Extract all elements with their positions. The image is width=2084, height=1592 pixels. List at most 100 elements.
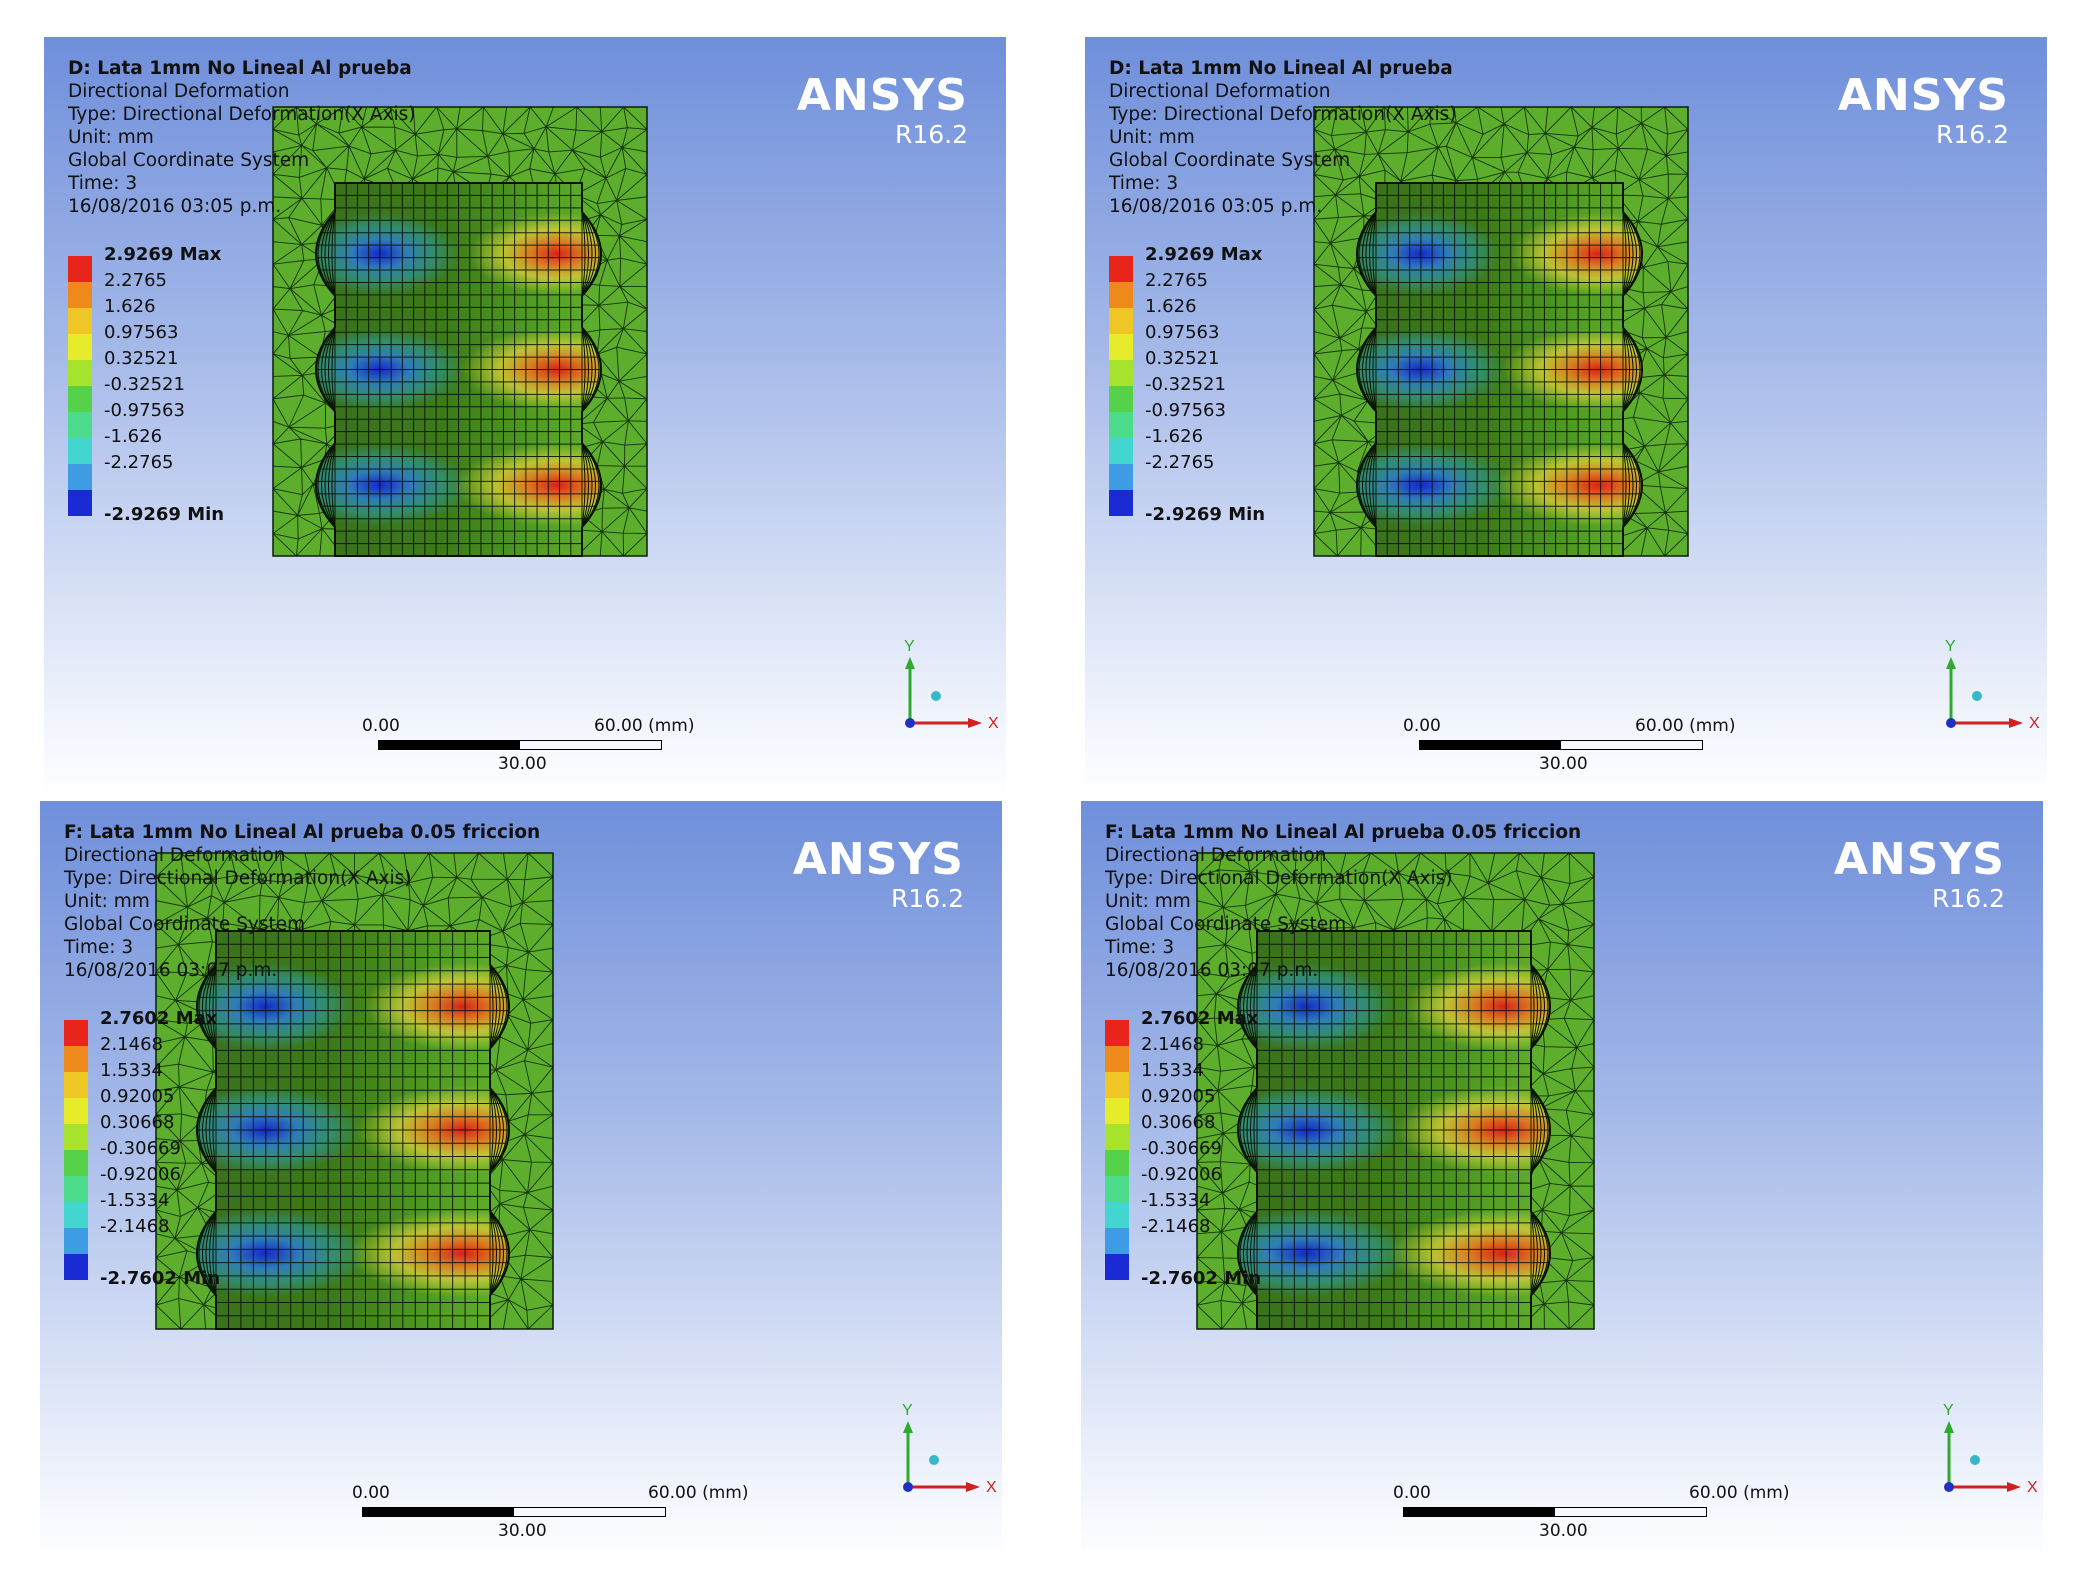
legend-row: 0.30668 [64, 1112, 264, 1150]
result-info-4: F: Lata 1mm No Lineal Al prueba 0.05 fri… [1105, 821, 1581, 982]
legend-swatch [1109, 438, 1133, 464]
legend-swatch [1105, 1098, 1129, 1124]
legend-row: 0.92005 [64, 1086, 264, 1124]
legend-value: 1.626 [1145, 296, 1197, 317]
can-body [1238, 931, 1550, 1329]
result-viewport-3[interactable]: F: Lata 1mm No Lineal Al prueba 0.05 fri… [40, 801, 1002, 1561]
legend-value: 0.30668 [100, 1112, 175, 1133]
axis-triad[interactable]: Y X [1935, 637, 2045, 737]
y-axis-arrow [1944, 1421, 1954, 1433]
x-axis-arrow [966, 1482, 980, 1492]
legend-value: -1.626 [104, 426, 163, 447]
legend-swatch [68, 334, 92, 360]
legend-row: -2.9269 Min [1109, 490, 1309, 525]
legend-value: 0.92005 [1141, 1086, 1216, 1107]
legend-value: -0.92006 [1141, 1164, 1222, 1185]
legend-value: -2.1468 [1141, 1216, 1211, 1237]
axis-triad[interactable]: Y X [894, 637, 1004, 737]
legend-row: -0.32521 [68, 374, 268, 412]
legend-value: 0.32521 [1145, 348, 1220, 369]
legend-swatch [68, 412, 92, 438]
result-type: Type: Directional Deformation(X Axis) [1109, 104, 1457, 125]
deformation-model-3[interactable] [40, 801, 1002, 1561]
x-axis-arrow [968, 718, 982, 728]
y-axis-arrow [903, 1421, 913, 1433]
legend-min-label: -2.7602 Min [1141, 1268, 1262, 1289]
legend-swatch [64, 1020, 88, 1046]
legend-swatch [68, 308, 92, 334]
result-type: Type: Directional Deformation(X Axis) [68, 104, 416, 125]
result-info-3: F: Lata 1mm No Lineal Al prueba 0.05 fri… [64, 821, 540, 982]
can-body [1357, 183, 1642, 556]
result-time: Time: 3 [68, 173, 138, 194]
legend-swatch [1109, 412, 1133, 438]
legend-value: 2.2765 [1145, 270, 1208, 291]
result-time: Time: 3 [1105, 937, 1175, 958]
legend-value: 1.5334 [100, 1060, 163, 1081]
legend-swatch [1109, 464, 1133, 490]
legend-row: -0.97563 [68, 400, 268, 438]
legend-row: -0.30669 [1105, 1138, 1305, 1176]
legend-value: -0.30669 [100, 1138, 181, 1159]
legend-min-label: -2.9269 Min [104, 504, 225, 525]
legend-swatch [64, 1176, 88, 1202]
legend-value: 0.32521 [104, 348, 179, 369]
result-type: Type: Directional Deformation(X Axis) [64, 868, 412, 889]
scale-bar: 0.00 60.00 (mm) 30.00 [362, 716, 694, 776]
legend-swatch [64, 1254, 88, 1280]
legend-row: 2.7602 Max [64, 1008, 264, 1046]
legend-value: 2.1468 [100, 1034, 163, 1055]
brand-name: ANSYS [1837, 70, 2009, 121]
legend-value: -1.5334 [100, 1190, 170, 1211]
x-axis-label: X [2029, 715, 2040, 732]
legend-swatch [1105, 1176, 1129, 1202]
legend-row: -1.626 [68, 426, 268, 464]
legend-row: -1.626 [1109, 426, 1309, 464]
legend-swatch [1109, 308, 1133, 334]
legend-row: 1.626 [1109, 296, 1309, 334]
y-axis-arrow [1946, 657, 1956, 669]
result-viewport-2[interactable]: D: Lata 1mm No Lineal Al prueba Directio… [1085, 37, 2047, 797]
legend-max-label: 2.9269 Max [1145, 244, 1263, 265]
legend-value: -0.97563 [1145, 400, 1226, 421]
z-axis-dot [905, 718, 915, 728]
ansys-logo: ANSYS R16.2 [1834, 837, 2005, 913]
legend-swatch [68, 282, 92, 308]
legend-row: 0.97563 [68, 322, 268, 360]
scale-bar-fill [363, 1508, 514, 1516]
x-axis-arrow [2007, 1482, 2021, 1492]
legend-row: -1.5334 [64, 1190, 264, 1228]
legend-row: -0.92006 [1105, 1164, 1305, 1202]
legend-swatch [68, 438, 92, 464]
color-legend: 2.7602 Max 2.1468 1.5334 0.92005 0.30668… [64, 1008, 264, 1289]
deformation-model-2[interactable] [1085, 37, 2047, 797]
x-axis-label: X [986, 1479, 997, 1496]
can-body [316, 183, 601, 556]
analysis-title: D: Lata 1mm No Lineal Al prueba [68, 58, 412, 79]
deformation-model-1[interactable] [44, 37, 1006, 797]
deformation-model-4[interactable] [1081, 801, 2043, 1561]
version-label: R16.2 [894, 120, 968, 149]
result-date: 16/08/2016 03:07 p.m. [64, 960, 278, 981]
legend-row: 2.1468 [1105, 1034, 1305, 1072]
scale-mid-label: 30.00 [498, 754, 547, 774]
result-viewport-1[interactable]: D: Lata 1mm No Lineal Al prueba Directio… [44, 37, 1006, 797]
legend-swatch [1105, 1046, 1129, 1072]
legend-value: 0.97563 [104, 322, 179, 343]
axis-triad[interactable]: Y X [1933, 1401, 2043, 1501]
coordinate-system: Global Coordinate System [1105, 914, 1347, 935]
legend-swatch [64, 1072, 88, 1098]
result-viewport-4[interactable]: F: Lata 1mm No Lineal Al prueba 0.05 fri… [1081, 801, 2043, 1561]
version-label: R16.2 [1935, 120, 2009, 149]
x-axis-label: X [988, 715, 999, 732]
axis-triad[interactable]: Y X [892, 1401, 1002, 1501]
scale-start-label: 0.00 [352, 1483, 390, 1503]
y-axis-label: Y [1945, 638, 1956, 655]
legend-max-label: 2.9269 Max [104, 244, 222, 265]
view-indicator [1970, 1455, 1980, 1465]
legend-value: -0.92006 [100, 1164, 181, 1185]
scale-bar-graphic [362, 1507, 666, 1517]
scale-end-label: 60.00 (mm) [594, 716, 695, 736]
legend-value: -2.2765 [1145, 452, 1215, 473]
legend-row: 2.2765 [68, 270, 268, 308]
